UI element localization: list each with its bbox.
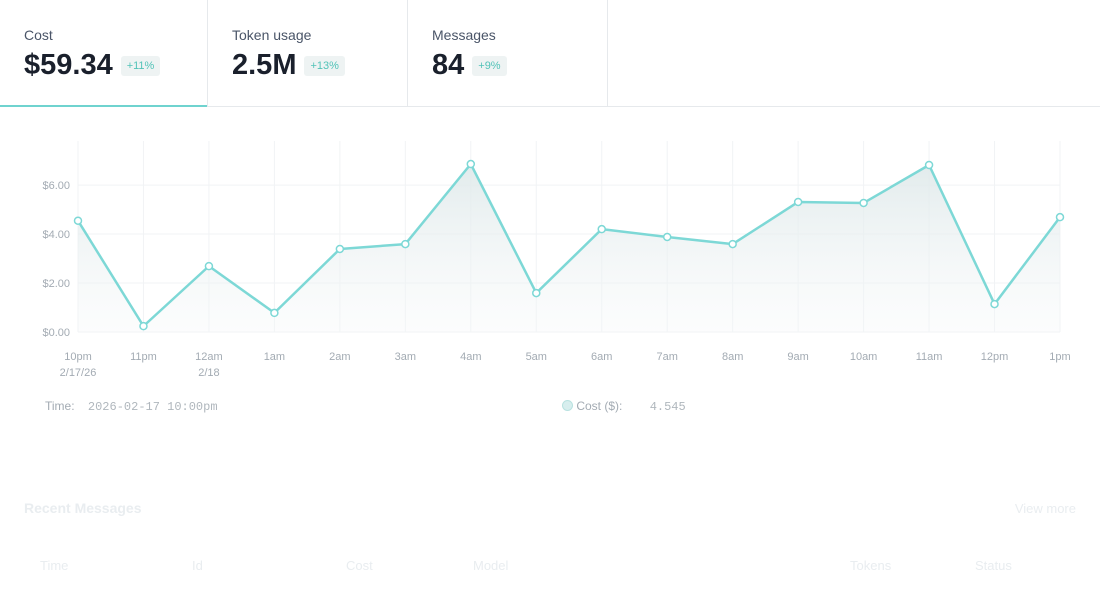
stat-title: Messages xyxy=(432,27,496,43)
column-header: Model xyxy=(473,558,509,573)
x-tick-label: 11am xyxy=(916,351,943,363)
column-header: Cost xyxy=(346,558,373,573)
hover-time: Time: 2026-02-17 10:00pm xyxy=(45,399,218,414)
point xyxy=(335,244,345,254)
column-header: Tokens xyxy=(850,558,892,573)
stat-card[interactable]: Token usage 2.5M +13% xyxy=(208,0,408,106)
y-tick-label: $4.00 xyxy=(42,229,70,241)
stat-change: +9% xyxy=(472,55,507,76)
point xyxy=(401,239,410,249)
x-tick-label: 9am xyxy=(787,351,808,363)
x-tick-sublabel: 2/17/26 xyxy=(60,367,97,379)
hover-series-value: 4.545 xyxy=(649,400,686,414)
area xyxy=(78,164,1060,332)
point xyxy=(728,239,737,249)
stat-value: $59.34 xyxy=(24,49,113,81)
x-tick-label: 5am xyxy=(526,351,547,363)
stat-change: +13% xyxy=(304,55,345,76)
point xyxy=(924,160,934,170)
point xyxy=(859,198,868,208)
stat-title: Cost xyxy=(24,27,53,43)
hover-time-label: Time: xyxy=(45,399,75,413)
chart: 10pm 2/17/26 11pm 12am 2/18 1am 2am 3am 4am 5am 6a… xyxy=(42,141,1071,379)
x-tick-label: 12am xyxy=(195,351,223,363)
x-tick-label: 6am xyxy=(591,351,612,363)
x-tick-label: 12pm xyxy=(981,351,1009,363)
x-tick-label: 4am xyxy=(460,351,481,363)
hover-series-label: Cost ($): xyxy=(576,399,623,413)
x-tick-sublabel: 2/18 xyxy=(198,367,219,379)
view-more[interactable]: View more xyxy=(1014,501,1076,516)
x-tick-label: 1pm xyxy=(1049,351,1070,363)
y-tick-label: $2.00 xyxy=(42,278,70,290)
stat-value: 84 xyxy=(432,49,465,81)
stat-value: 2.5M xyxy=(232,49,297,81)
line xyxy=(76,162,1061,328)
stat-cards: Cost $59.34 +11% Token usage 2.5M +13% Mes… xyxy=(0,0,1100,107)
section-title: Recent Messages xyxy=(24,500,142,516)
x-tick-label: 3am xyxy=(395,351,416,363)
point xyxy=(662,232,672,242)
y-tick-label: $6.00 xyxy=(42,180,70,192)
point xyxy=(532,288,541,298)
stat-card[interactable]: Cost $59.34 +11% xyxy=(0,0,208,107)
x-tick-label: 8am xyxy=(722,351,743,363)
stat-change: +11% xyxy=(120,55,161,76)
point xyxy=(139,321,148,331)
point xyxy=(466,159,476,169)
x-tick-label: 10pm xyxy=(64,351,92,363)
point xyxy=(1055,212,1065,222)
x-tick-label: 1am xyxy=(264,351,285,363)
column-header: Time xyxy=(40,558,69,573)
point xyxy=(597,224,606,234)
column-header: Status xyxy=(975,558,1012,573)
x-tick-label: 11pm xyxy=(130,351,157,363)
point xyxy=(270,308,279,318)
hover-time-value: 2026-02-17 10:00pm xyxy=(87,400,218,414)
point xyxy=(73,216,83,225)
point xyxy=(990,299,999,309)
stat-title: Token usage xyxy=(232,27,312,43)
hover-swatch xyxy=(562,400,573,411)
column-header: Id xyxy=(192,558,203,573)
x-tick-label: 2am xyxy=(329,351,350,363)
y-tick-label: $0.00 xyxy=(42,327,70,339)
point xyxy=(204,261,214,271)
x-tick-label: 7am xyxy=(656,351,677,363)
hover-value: Cost ($): 4.545 xyxy=(562,399,686,414)
point xyxy=(793,197,803,207)
x-tick-label: 10am xyxy=(850,351,878,363)
stat-card[interactable]: Messages 84 +9% xyxy=(408,0,608,106)
